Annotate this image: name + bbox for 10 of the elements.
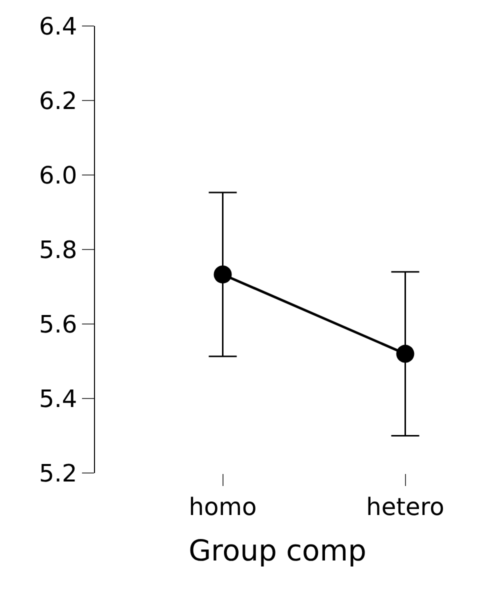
- y-tick-label: 5.6: [39, 310, 78, 338]
- y-tick-label: 6.4: [39, 12, 78, 40]
- y-tick-label: 5.2: [39, 459, 78, 488]
- x-tick-label: hetero: [366, 492, 444, 521]
- y-tick-label: 5.8: [39, 236, 78, 264]
- x-tick-label: homo: [188, 492, 257, 521]
- x-axis-title: Group comp: [188, 534, 366, 568]
- y-tick-label: 6.0: [39, 161, 78, 190]
- y-tick-label: 6.2: [39, 86, 78, 115]
- y-tick-label: 5.4: [39, 384, 78, 413]
